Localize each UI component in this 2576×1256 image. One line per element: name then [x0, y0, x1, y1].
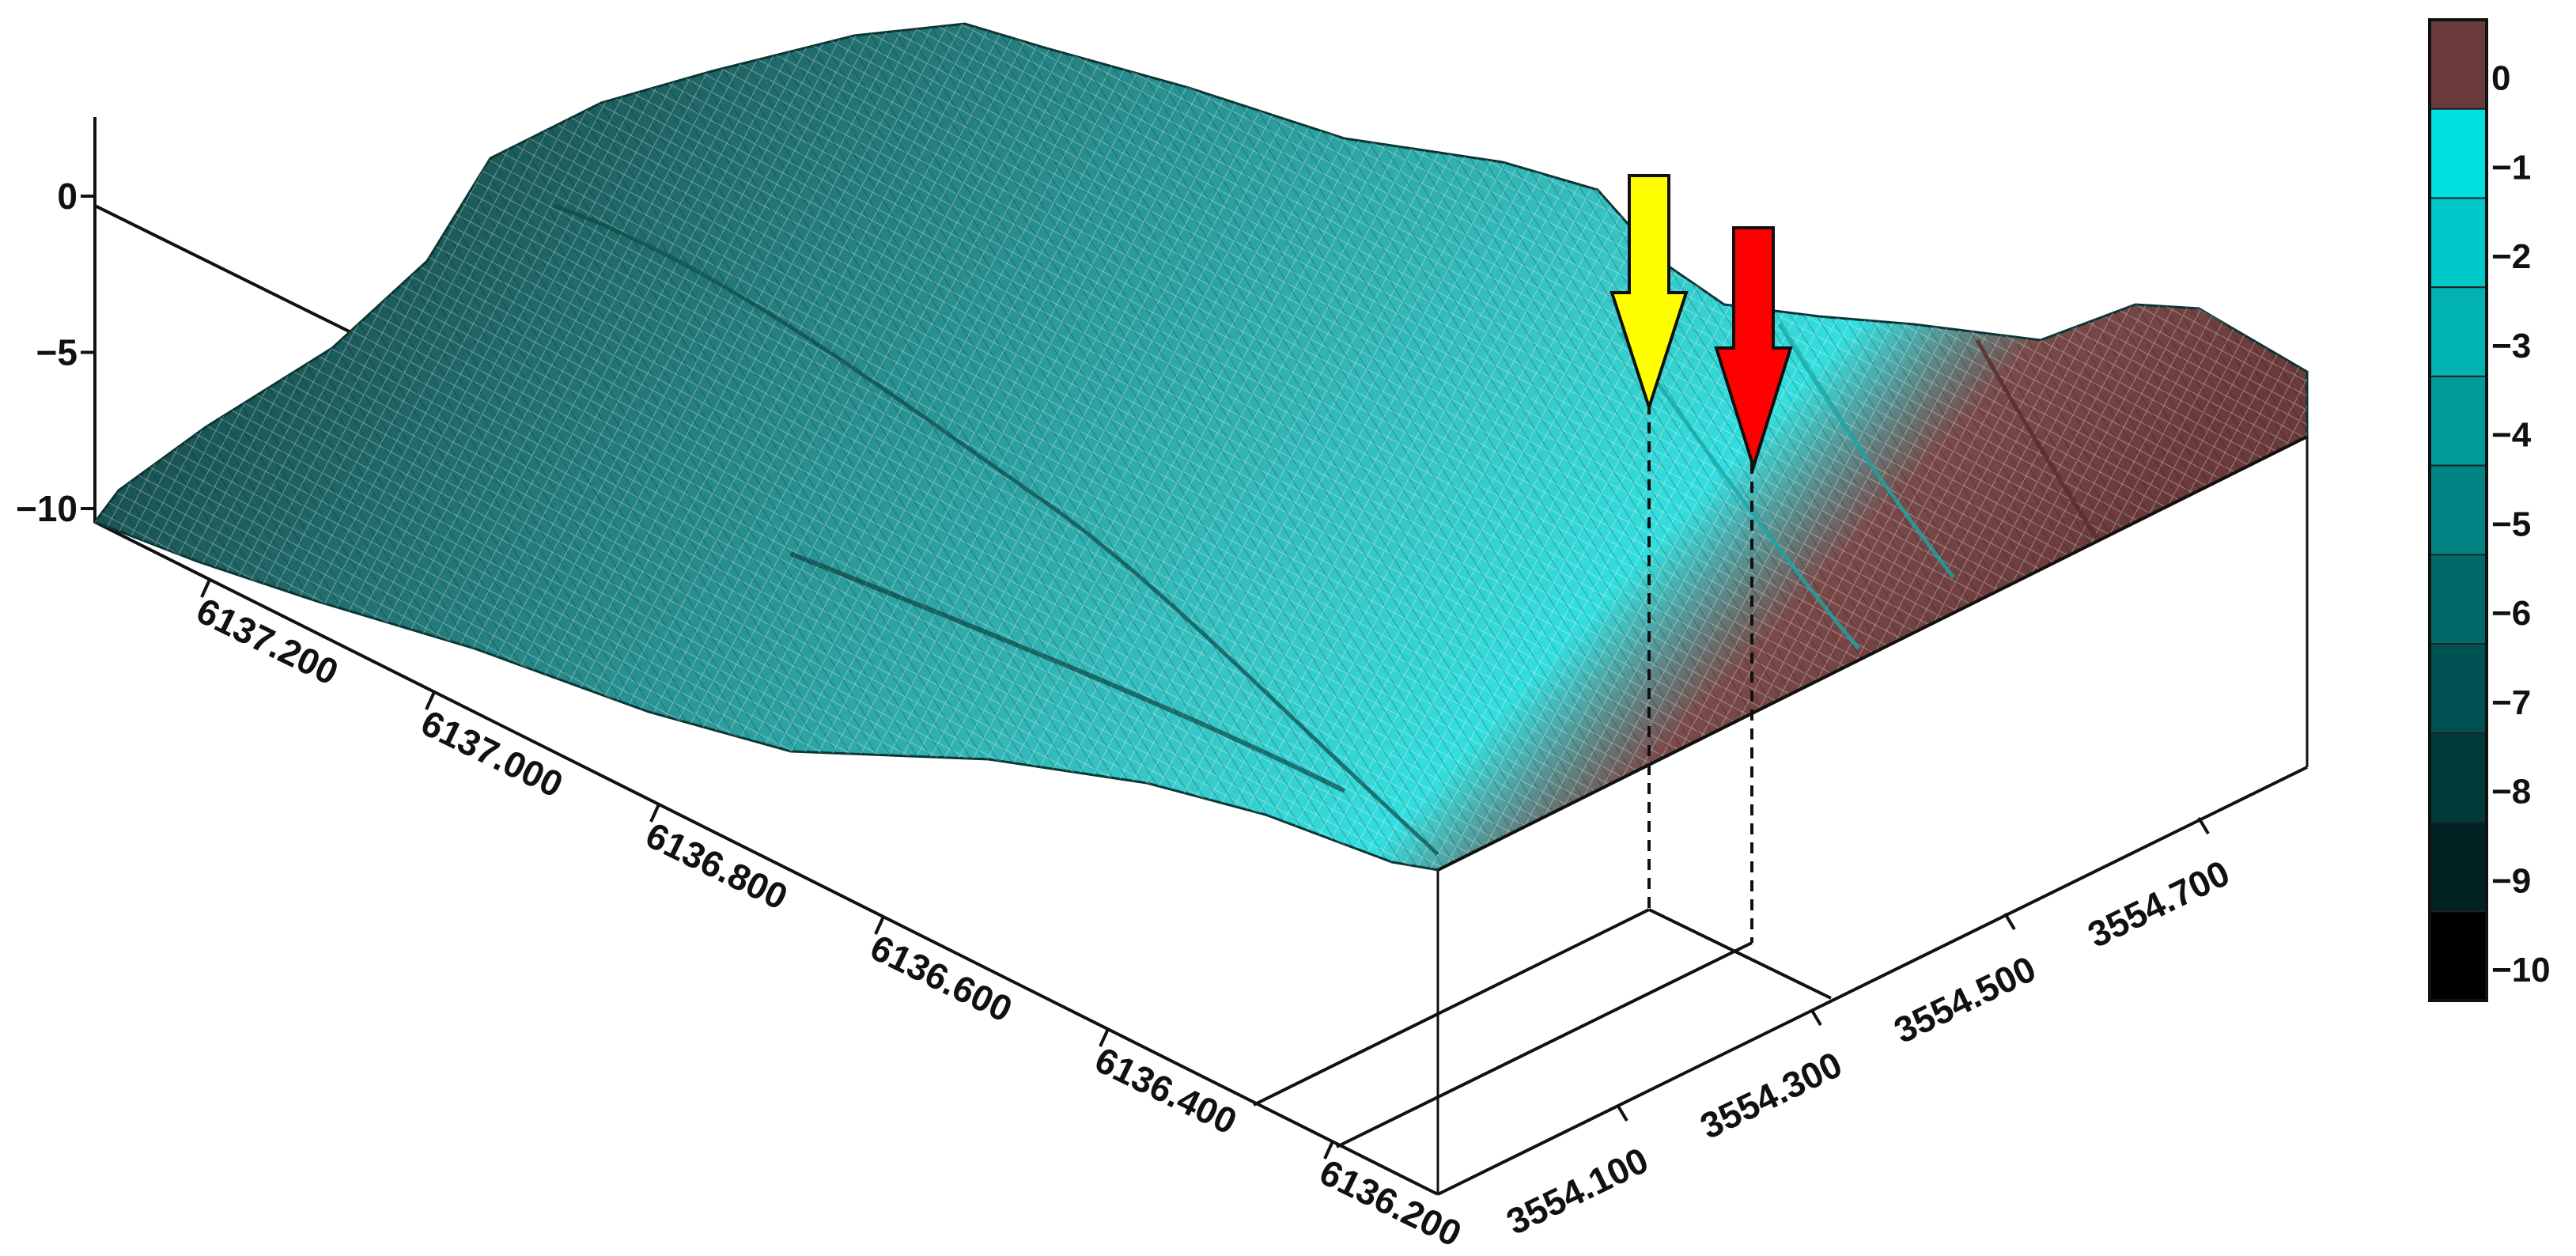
- ridge-line-2: [789, 551, 1346, 793]
- colorbar: 0 −1 −2 −3 −4 −5 −6 −7 −8 −9 −10: [2428, 18, 2551, 1002]
- y-tick-mark: [425, 691, 436, 710]
- colorbar-segment: [2429, 375, 2487, 467]
- z-tick-label: −5: [36, 332, 78, 373]
- y-tick-mark: [649, 804, 660, 823]
- base-line-2: [1336, 941, 1753, 1148]
- x-tick-mark: [1810, 1008, 1822, 1027]
- ridge-line-5: [1975, 339, 2098, 539]
- colorbar-label: −6: [2491, 594, 2531, 633]
- ridge-line-4: [1777, 323, 1955, 579]
- colorbar-segment: [2429, 643, 2487, 734]
- front-left-edge: [94, 520, 1439, 1196]
- y-tick-label: 6136.600: [864, 926, 1019, 1030]
- colorbar-label: −3: [2491, 327, 2531, 365]
- y-tick-label: 6136.400: [1089, 1038, 1243, 1142]
- colorbar-label: −7: [2491, 683, 2531, 722]
- surface-mesh: [93, 22, 2309, 872]
- y-tick-label: 6136.800: [640, 814, 794, 917]
- colorbar-label: −1: [2491, 148, 2531, 187]
- y-tick-mark: [874, 916, 885, 935]
- surface-mesh-overlay-b: [95, 24, 2307, 870]
- base-line-1: [1253, 908, 1650, 1107]
- yellow-arrow: [1610, 174, 1689, 413]
- colorbar-segment: [2429, 108, 2487, 199]
- colorbar-segment: [2429, 732, 2487, 823]
- colorbar-segment: [2429, 464, 2487, 556]
- red-arrow-icon: [1714, 226, 1793, 472]
- y-tick-label: 6136.200: [1314, 1151, 1468, 1254]
- yellow-arrow-icon: [1610, 174, 1689, 413]
- colorbar-segment: [2429, 286, 2487, 377]
- base-line-3: [1648, 908, 1832, 1000]
- x-tick-label: 3554.100: [1500, 1139, 1655, 1243]
- y-tick-label: 6137.200: [191, 589, 345, 693]
- x-tick-mark: [2003, 912, 2016, 931]
- colorbar-label: −4: [2491, 416, 2532, 455]
- z-tick-label: 0: [57, 176, 78, 217]
- front-right-edge: [1437, 766, 2308, 1196]
- z-tick-label: −10: [16, 488, 78, 529]
- colorbar-border: [2428, 18, 2488, 1002]
- colorbar-label: 0: [2491, 59, 2510, 98]
- red-arrow: [1714, 226, 1793, 472]
- surface-front-edge: [1437, 435, 2308, 872]
- dashed-lines: [1647, 403, 1753, 943]
- colorbar-label: −8: [2491, 773, 2531, 811]
- x-tick-mark: [1616, 1103, 1628, 1122]
- y-tick-mark: [1099, 1028, 1110, 1047]
- x-tick-mark: [2197, 816, 2210, 835]
- colorbar-label: −2: [2491, 237, 2531, 276]
- colorbar-segment: [2429, 197, 2487, 289]
- colorbar-segment: [2429, 554, 2487, 645]
- colorbar-segment: [2429, 821, 2487, 913]
- colorbar-label: −5: [2491, 505, 2531, 543]
- z-axis: 0 −5 −10: [16, 176, 95, 529]
- ridge-line-1: [553, 203, 1439, 856]
- colorbar-label: −10: [2491, 951, 2551, 989]
- colorbar-segment: [2429, 910, 2487, 1001]
- colorbar-segment: [2429, 19, 2487, 110]
- y-tick-mark: [200, 579, 211, 598]
- colorbar-label: −9: [2491, 861, 2531, 900]
- y-tick-label: 6137.000: [415, 702, 569, 805]
- y-tick-mark: [1323, 1141, 1334, 1160]
- base-projection: [1253, 908, 1832, 1148]
